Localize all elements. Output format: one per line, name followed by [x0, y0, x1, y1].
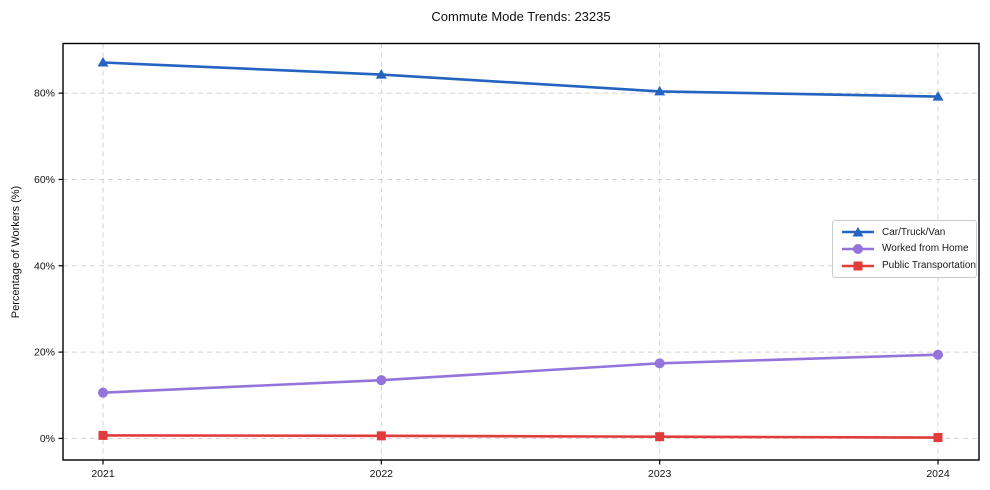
legend-label: Worked from Home: [882, 243, 969, 255]
legend-marker: [852, 227, 864, 237]
x-tick-label: 2022: [370, 468, 394, 480]
legend-marker: [853, 261, 863, 271]
circle-legend-marker-icon: [842, 243, 874, 254]
triangle-marker: [932, 91, 944, 101]
square-legend-marker-icon: [842, 261, 874, 271]
x-tick-label: 2021: [91, 468, 115, 480]
square-marker: [933, 433, 943, 443]
square-marker: [376, 431, 386, 441]
axis-ticks: 0% 20% 40% 60% 80% 2021 2022 2023 2024: [34, 88, 950, 480]
legend-marker: [853, 243, 863, 254]
series-line: [101, 353, 940, 394]
legend-label: Car/Truck/Van: [882, 226, 946, 238]
series-line: [101, 434, 940, 439]
legend-item: Public Transportation: [841, 260, 976, 272]
legend-item: Worked from Home: [841, 243, 970, 255]
triangle-marker: [654, 85, 666, 96]
legend-label: Public Transportation: [882, 260, 976, 272]
axes-frame: [62, 42, 980, 461]
triangle-marker: [375, 69, 387, 79]
series-car-truck-van: [97, 56, 944, 101]
circle-marker: [654, 358, 665, 369]
y-tick-label: 40%: [34, 260, 55, 272]
legend: Car/Truck/Van Worked from Home Public Tran…: [832, 220, 977, 278]
x-tick-label: 2024: [926, 468, 950, 480]
circle-marker: [98, 387, 108, 398]
y-tick-label: 0%: [40, 433, 55, 445]
y-tick-label: 60%: [34, 174, 55, 186]
circle-marker: [933, 349, 943, 360]
square-marker: [98, 430, 108, 440]
circle-marker: [376, 375, 387, 386]
square-marker: [655, 432, 665, 442]
series-worked-from-home: [98, 349, 943, 398]
triangle-legend-marker-icon: [842, 227, 874, 237]
legend-item: Car/Truck/Van: [841, 226, 970, 238]
chart-title: Commute Mode Trends: 23235: [431, 9, 611, 24]
y-tick-label: 80%: [34, 88, 55, 100]
x-tick-label: 2023: [648, 468, 672, 480]
y-tick-label: 20%: [34, 347, 55, 359]
triangle-marker: [97, 56, 109, 67]
series-public-transportation: [98, 430, 943, 443]
series-line: [101, 61, 940, 98]
